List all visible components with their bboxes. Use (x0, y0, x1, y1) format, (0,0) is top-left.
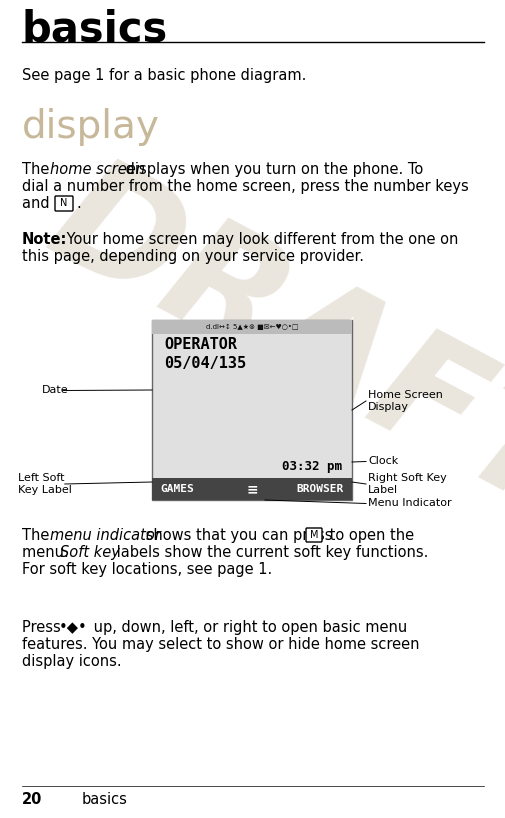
Text: Home Screen
Display: Home Screen Display (367, 390, 442, 411)
Text: .: . (76, 196, 81, 211)
Text: N: N (60, 199, 68, 209)
Text: BROWSER: BROWSER (296, 484, 343, 494)
Text: Press: Press (22, 620, 65, 635)
Text: Date: Date (42, 385, 69, 395)
Text: The: The (22, 162, 54, 177)
Text: Left Soft
Key Label: Left Soft Key Label (18, 473, 72, 495)
Text: and: and (22, 196, 54, 211)
FancyBboxPatch shape (55, 196, 73, 211)
Text: DRAFT: DRAFT (26, 144, 505, 543)
Text: basics: basics (82, 792, 128, 807)
Text: menu indicator: menu indicator (50, 528, 161, 543)
Text: to open the: to open the (324, 528, 413, 543)
Text: For soft key locations, see page 1.: For soft key locations, see page 1. (22, 562, 272, 577)
Text: this page, depending on your service provider.: this page, depending on your service pro… (22, 249, 363, 264)
FancyBboxPatch shape (306, 528, 321, 542)
Text: GAMES: GAMES (160, 484, 193, 494)
Text: displays when you turn on the phone. To: displays when you turn on the phone. To (121, 162, 422, 177)
Text: Note:: Note: (22, 232, 67, 247)
Text: display icons.: display icons. (22, 654, 121, 669)
Text: ≡: ≡ (246, 482, 258, 496)
Text: •◆•: •◆• (59, 620, 87, 635)
Text: Clock: Clock (367, 456, 397, 466)
Text: shows that you can press: shows that you can press (141, 528, 336, 543)
Text: 03:32 pm: 03:32 pm (281, 460, 341, 473)
Text: dial a number from the home screen, press the number keys: dial a number from the home screen, pres… (22, 179, 468, 194)
Text: 20: 20 (22, 792, 42, 807)
Text: OPERATOR: OPERATOR (164, 337, 236, 352)
Text: home screen: home screen (50, 162, 145, 177)
Text: menu.: menu. (22, 545, 73, 560)
Text: The: The (22, 528, 54, 543)
Bar (152, 478, 351, 500)
Text: 05/04/135: 05/04/135 (164, 356, 245, 371)
Text: Soft key: Soft key (60, 545, 120, 560)
Bar (152, 320, 351, 334)
Text: Your home screen may look different from the one on: Your home screen may look different from… (62, 232, 458, 247)
Text: features. You may select to show or hide home screen: features. You may select to show or hide… (22, 637, 419, 652)
Text: up, down, left, or right to open basic menu: up, down, left, or right to open basic m… (89, 620, 407, 635)
Text: Menu Indicator: Menu Indicator (367, 498, 451, 508)
Text: Right Soft Key
Label: Right Soft Key Label (367, 473, 446, 495)
Text: d.dl↔↕ 5▲★⊗ ■✉←♥○•□: d.dl↔↕ 5▲★⊗ ■✉←♥○•□ (206, 324, 297, 330)
Text: M: M (309, 530, 318, 540)
Text: basics: basics (22, 8, 168, 50)
Text: labels show the current soft key functions.: labels show the current soft key functio… (112, 545, 428, 560)
Text: display: display (22, 108, 160, 146)
Bar (152, 320, 351, 500)
Text: See page 1 for a basic phone diagram.: See page 1 for a basic phone diagram. (22, 68, 306, 83)
